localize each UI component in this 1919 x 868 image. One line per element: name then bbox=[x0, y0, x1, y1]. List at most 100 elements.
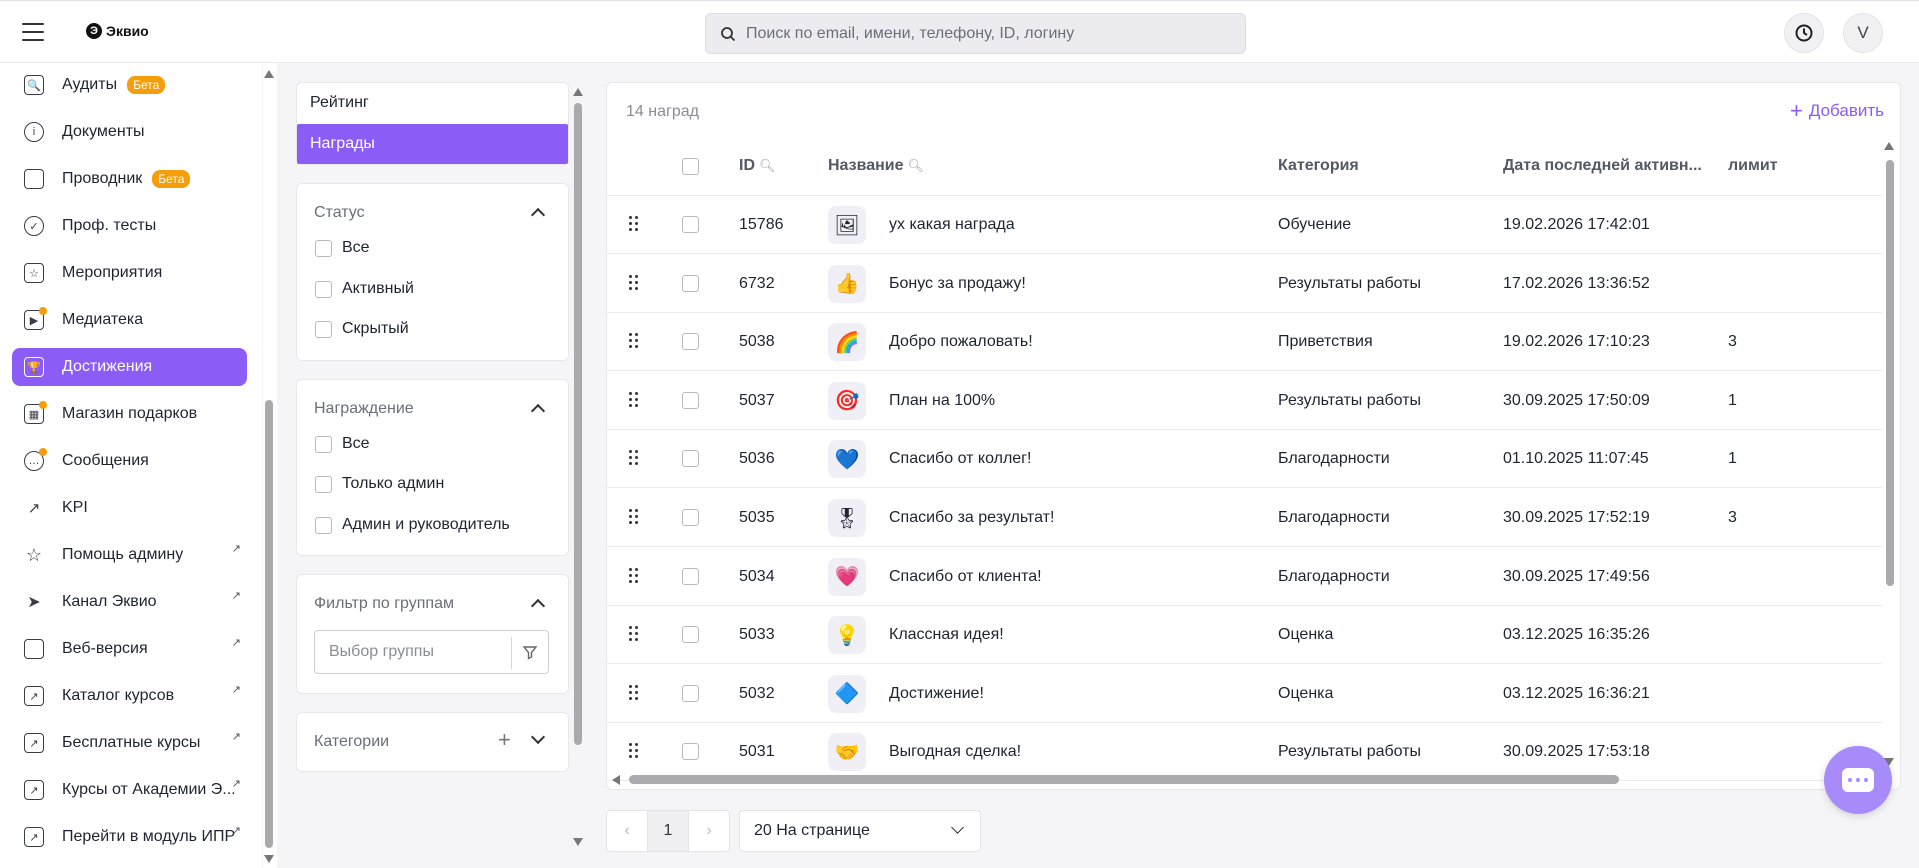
scroll-down-arrow-icon[interactable] bbox=[1884, 758, 1894, 766]
sidebar-item-events[interactable]: ☆ Мероприятия bbox=[12, 254, 247, 292]
sidebar-item-ipr-module[interactable]: ↗ Перейти в модуль ИПР ↗ bbox=[12, 818, 247, 856]
sidebar-item-prof-tests[interactable]: ✓ Проф. тесты bbox=[12, 207, 247, 245]
sidebar-item-course-catalog[interactable]: ↗ Каталог курсов ↗ bbox=[12, 677, 247, 715]
sidebar-scroll-thumb[interactable] bbox=[265, 400, 273, 848]
sidebar-item-media[interactable]: ▶ Медиатека bbox=[12, 301, 247, 339]
history-button[interactable] bbox=[1784, 13, 1824, 53]
scroll-up-arrow-icon[interactable] bbox=[264, 70, 274, 78]
add-category-icon[interactable]: + bbox=[498, 727, 511, 752]
cell-name[interactable]: Спасибо от клиента! bbox=[889, 567, 1042, 585]
expand-chevron-icon[interactable] bbox=[530, 729, 546, 745]
awarding-option-admin-only[interactable]: Только админ bbox=[315, 475, 444, 493]
sidebar-item-messages[interactable]: … Сообщения bbox=[12, 442, 247, 480]
sidebar-item-audits[interactable]: 🔍 Аудиты Бета bbox=[12, 66, 247, 104]
cell-name[interactable]: Спасибо от коллег! bbox=[889, 450, 1032, 468]
row-checkbox[interactable] bbox=[682, 274, 699, 292]
status-option-active[interactable]: Активный bbox=[315, 280, 414, 298]
checkbox[interactable] bbox=[315, 239, 332, 257]
collapse-chevron-icon[interactable] bbox=[530, 403, 546, 419]
current-page[interactable]: 1 bbox=[647, 811, 689, 851]
table-row[interactable]: 5034 💗 Спасибо от клиента! Благодарности 30.… bbox=[607, 548, 1882, 606]
table-row[interactable]: 15786 🖼 ух какая награда Обучение 19.02.2026… bbox=[607, 196, 1882, 254]
sidebar-item-free-courses[interactable]: ↗ Бесплатные курсы ↗ bbox=[12, 724, 247, 762]
awarding-option-all[interactable]: Все bbox=[315, 435, 370, 453]
drag-handle-icon[interactable] bbox=[629, 391, 639, 408]
collapse-chevron-icon[interactable] bbox=[530, 598, 546, 614]
checkbox[interactable] bbox=[315, 435, 332, 453]
row-checkbox[interactable] bbox=[682, 626, 699, 644]
checkbox[interactable] bbox=[315, 320, 332, 338]
sidebar-item-web-version[interactable]: Веб-версия ↗ bbox=[12, 630, 247, 668]
drag-handle-icon[interactable] bbox=[629, 684, 639, 701]
checkbox[interactable] bbox=[315, 280, 332, 298]
filters-scroll-thumb[interactable] bbox=[574, 103, 582, 745]
menu-icon[interactable] bbox=[22, 23, 44, 41]
search-icon[interactable]: 🔍︎ bbox=[907, 158, 925, 173]
cell-name[interactable]: План на 100% bbox=[889, 391, 996, 409]
support-chat-button[interactable] bbox=[1824, 746, 1892, 814]
collapse-chevron-icon[interactable] bbox=[530, 207, 546, 223]
sidebar-item-kpi[interactable]: ↗ KPI bbox=[12, 489, 247, 527]
sidebar-item-documents[interactable]: i Документы bbox=[12, 113, 247, 151]
row-checkbox[interactable] bbox=[682, 391, 699, 409]
row-checkbox[interactable] bbox=[682, 450, 699, 468]
cell-name[interactable]: ух какая награда bbox=[889, 216, 1015, 233]
table-row[interactable]: 5031 🤝 Выгодная сделка! Результаты работы 30… bbox=[607, 723, 1882, 782]
scroll-down-arrow-icon[interactable] bbox=[573, 838, 583, 846]
row-checkbox[interactable] bbox=[682, 216, 699, 233]
cell-name[interactable]: Классная идея! bbox=[889, 626, 1004, 644]
table-row[interactable]: 5033 💡 Классная идея! Оценка 03.12.2025 16:3… bbox=[607, 606, 1882, 665]
drag-handle-icon[interactable] bbox=[629, 216, 639, 232]
select-all-checkbox[interactable] bbox=[682, 158, 699, 175]
drag-handle-icon[interactable] bbox=[629, 567, 639, 584]
table-row[interactable]: 5036 💙 Спасибо от коллег! Благодарности 01.1… bbox=[607, 430, 1882, 489]
drag-handle-icon[interactable] bbox=[629, 743, 639, 759]
user-avatar[interactable]: V bbox=[1843, 13, 1883, 53]
sidebar-item-achievements[interactable]: 🏆 Достижения bbox=[12, 348, 247, 386]
drag-handle-icon[interactable] bbox=[629, 274, 639, 291]
cell-name[interactable]: Добро пожаловать! bbox=[889, 333, 1033, 351]
checkbox[interactable] bbox=[315, 475, 332, 493]
app-logo[interactable]: Э Эквио bbox=[86, 23, 149, 39]
drag-handle-icon[interactable] bbox=[629, 450, 639, 466]
table-vertical-scroll-thumb[interactable] bbox=[1886, 160, 1894, 586]
drag-handle-icon[interactable] bbox=[629, 333, 639, 349]
column-category[interactable]: Категория bbox=[1278, 157, 1359, 175]
search-icon[interactable]: 🔍︎ bbox=[759, 158, 776, 173]
row-checkbox[interactable] bbox=[682, 743, 699, 761]
row-checkbox[interactable] bbox=[682, 684, 699, 702]
tab-rating[interactable]: Рейтинг bbox=[310, 94, 369, 111]
table-row[interactable]: 5032 🔷 Достижение! Оценка 03.12.2025 16:36:2… bbox=[607, 665, 1882, 723]
scroll-left-arrow-icon[interactable] bbox=[612, 775, 620, 785]
column-id[interactable]: ID 🔍︎ bbox=[739, 157, 776, 175]
tab-awards[interactable]: Награды bbox=[297, 124, 568, 164]
sidebar-item-channel[interactable]: ➤ Канал Эквио ↗ bbox=[12, 583, 247, 621]
row-checkbox[interactable] bbox=[682, 567, 699, 585]
cell-name[interactable]: Бонус за продажу! bbox=[889, 274, 1026, 292]
sidebar-item-gift-shop[interactable]: ▦ Магазин подарков bbox=[12, 395, 247, 433]
awarding-option-admin-manager[interactable]: Админ и руководитель bbox=[315, 516, 510, 534]
sidebar-item-academy-courses[interactable]: ↗ Курсы от Академии Э... ↗ bbox=[12, 771, 247, 809]
row-checkbox[interactable] bbox=[682, 509, 699, 526]
table-horizontal-scroll-thumb[interactable] bbox=[629, 775, 1619, 784]
scroll-down-arrow-icon[interactable] bbox=[264, 855, 274, 863]
checkbox[interactable] bbox=[315, 516, 332, 534]
row-checkbox[interactable] bbox=[682, 333, 699, 351]
sidebar-item-explorer[interactable]: Проводник Бета bbox=[12, 160, 247, 198]
drag-handle-icon[interactable] bbox=[629, 509, 639, 525]
table-row[interactable]: 5038 🌈 Добро пожаловать! Приветствия 19.02.2… bbox=[607, 313, 1882, 372]
scroll-up-arrow-icon[interactable] bbox=[573, 88, 583, 96]
search-input[interactable] bbox=[746, 24, 1226, 43]
next-page-button[interactable]: › bbox=[706, 822, 712, 839]
sidebar-item-admin-help[interactable]: ☆ Помощь админу ↗ bbox=[12, 536, 247, 574]
add-button[interactable]: + Добавить bbox=[1790, 100, 1884, 122]
table-row[interactable]: 6732 👍 Бонус за продажу! Результаты работы 1… bbox=[607, 255, 1882, 313]
cell-name[interactable]: Достижение! bbox=[889, 684, 984, 702]
scroll-up-arrow-icon[interactable] bbox=[1884, 142, 1894, 150]
column-limit[interactable]: лимит bbox=[1728, 157, 1778, 175]
status-option-hidden[interactable]: Скрытый bbox=[315, 320, 409, 338]
column-name[interactable]: Название 🔍︎ bbox=[828, 157, 924, 175]
cell-name[interactable]: Спасибо за результат! bbox=[889, 509, 1055, 526]
drag-handle-icon[interactable] bbox=[629, 626, 639, 642]
status-option-all[interactable]: Все bbox=[315, 239, 370, 257]
